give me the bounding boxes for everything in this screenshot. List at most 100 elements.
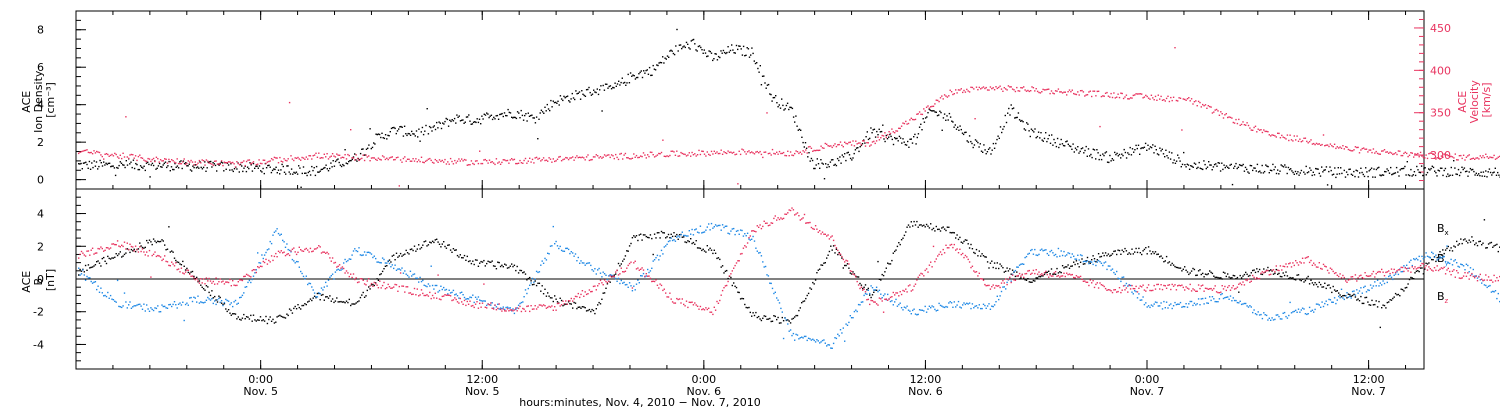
bx-point — [671, 235, 674, 238]
bx-point — [212, 297, 214, 299]
velocity-point — [343, 156, 345, 159]
velocity-point — [287, 158, 289, 160]
density-point — [1087, 148, 1090, 150]
velocity-point — [79, 151, 81, 153]
velocity-point — [834, 143, 836, 145]
velocity-point — [429, 157, 431, 160]
bx-point — [424, 240, 427, 242]
density-point — [229, 169, 231, 171]
density-point — [131, 166, 133, 169]
density-point — [1466, 170, 1468, 172]
velocity-point — [923, 108, 925, 110]
bx-point — [684, 241, 686, 243]
density-point — [1191, 165, 1193, 168]
density-point — [343, 164, 345, 167]
velocity-point — [1089, 90, 1091, 92]
density-point — [1401, 167, 1404, 170]
velocity-point — [849, 141, 851, 143]
velocity-point — [1304, 137, 1307, 139]
velocity-point — [484, 158, 486, 161]
velocity-point — [863, 140, 865, 142]
velocity-point — [197, 162, 199, 164]
density-point — [1481, 175, 1483, 177]
bx-point — [211, 290, 213, 292]
bx-point — [635, 235, 638, 237]
velocity-point — [529, 157, 531, 159]
velocity-point — [666, 155, 668, 157]
density-point — [1080, 148, 1083, 150]
velocity-point — [447, 161, 449, 163]
bx-point — [914, 224, 917, 226]
bx-point — [245, 316, 248, 318]
density-point — [1158, 154, 1160, 156]
density-point — [1118, 153, 1121, 156]
bx-point — [932, 227, 935, 230]
velocity-point — [782, 151, 785, 154]
bx-point — [598, 301, 600, 304]
velocity-point — [1232, 121, 1234, 124]
bx-point — [630, 242, 632, 245]
density-point — [185, 162, 187, 164]
density-point — [194, 164, 196, 166]
density-point — [1288, 168, 1291, 171]
velocity-point — [665, 155, 667, 158]
density-point — [474, 121, 476, 123]
density-point — [122, 164, 124, 166]
bx-point — [497, 261, 499, 263]
velocity-point — [288, 101, 291, 104]
velocity-point — [1002, 90, 1004, 92]
density-point — [897, 140, 899, 142]
density-point — [275, 166, 277, 168]
density-point — [1336, 173, 1338, 175]
bx-point — [436, 238, 438, 240]
velocity-point — [845, 142, 847, 145]
velocity-point — [1159, 98, 1161, 100]
velocity-point — [380, 159, 382, 161]
density-point — [814, 167, 816, 170]
density-point — [757, 67, 759, 70]
density-point — [129, 163, 131, 165]
density-point — [413, 133, 415, 135]
density-point — [539, 112, 541, 114]
density-point — [784, 108, 786, 110]
bx-point — [176, 261, 178, 263]
density-point — [576, 93, 578, 95]
density-point — [1432, 166, 1435, 169]
bx-point — [814, 279, 817, 281]
density-point — [788, 108, 790, 111]
velocity-point — [552, 158, 554, 160]
velocity-point — [594, 156, 596, 158]
velocity-point — [1392, 153, 1394, 156]
velocity-point — [1432, 153, 1434, 155]
velocity-point — [806, 152, 808, 154]
bx-point — [527, 277, 529, 280]
bx-point — [524, 273, 527, 275]
velocity-point — [869, 145, 871, 147]
bx-point — [882, 274, 885, 277]
velocity-point — [143, 159, 145, 161]
bx-point — [859, 282, 861, 285]
bx-point — [853, 273, 856, 275]
density-point — [899, 137, 902, 139]
bx-point — [588, 308, 591, 311]
density-point — [522, 119, 525, 121]
velocity-point — [1490, 156, 1493, 159]
bx-point — [753, 314, 756, 317]
density-point — [483, 113, 485, 115]
bx-point — [787, 319, 789, 321]
density-point — [908, 146, 910, 148]
density-point — [874, 136, 877, 138]
velocity-point — [123, 156, 126, 158]
bx-point — [925, 223, 928, 226]
velocity-point — [1264, 130, 1266, 133]
density-point — [1260, 172, 1262, 174]
density-point — [355, 159, 357, 161]
velocity-point — [1285, 138, 1287, 140]
velocity-point — [115, 153, 117, 156]
velocity-point — [978, 86, 980, 89]
velocity-point — [1018, 90, 1021, 92]
velocity-point — [227, 161, 230, 163]
velocity-point — [866, 142, 868, 144]
density-point — [1150, 146, 1153, 149]
